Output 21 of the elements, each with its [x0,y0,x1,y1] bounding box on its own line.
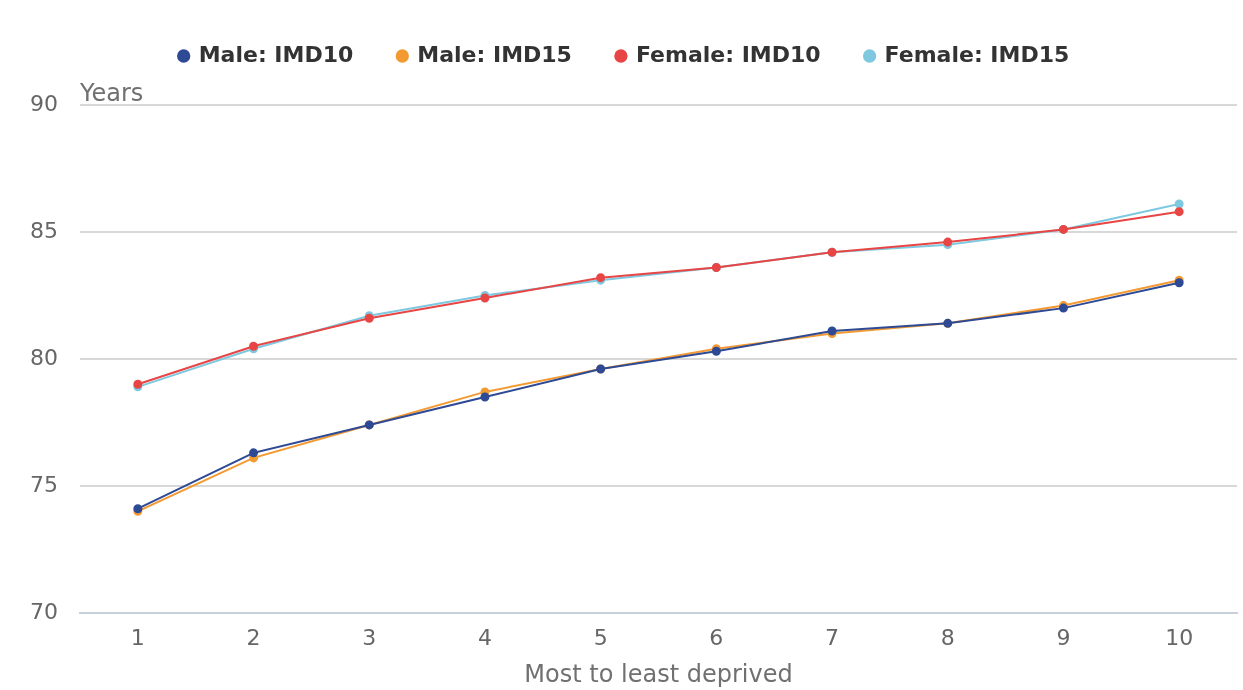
x-tick-label: 6 [709,624,724,650]
x-tick-label: 9 [1056,624,1071,650]
y-tick-label: 80 [29,344,58,370]
x-axis-title: Most to least deprived [524,659,793,688]
legend-label: Male: IMD15 [417,41,572,67]
x-tick-label: 7 [825,624,840,650]
y-tick-label: 90 [29,90,58,116]
y-tick-label: 85 [29,217,58,243]
x-tick-label: 5 [593,624,608,650]
legend-label: Male: IMD10 [198,41,354,67]
x-tick-label: 10 [1165,624,1194,650]
y-tick-label: 75 [29,471,58,497]
x-tick-label: 2 [246,624,261,650]
x-tick-label: 3 [362,624,377,650]
y-axis-title: Years [78,79,144,108]
y-tick-label: 70 [29,598,58,624]
x-tick-label: 1 [130,624,145,650]
x-tick-label: 8 [940,624,955,650]
legend-label: Female: IMD10 [635,41,821,67]
x-tick-label: 4 [477,624,492,650]
legend-label: Female: IMD15 [884,41,1070,67]
